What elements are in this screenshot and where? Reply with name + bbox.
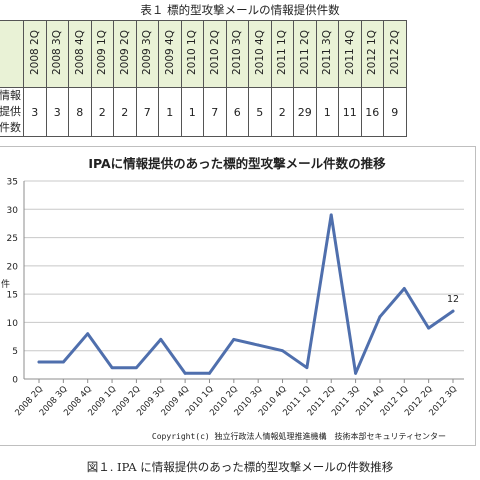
period-label: 2009 4Q <box>163 29 176 75</box>
row-header: 情報 提供 件数 <box>0 87 24 137</box>
period-label: 2012 2Q <box>388 29 401 75</box>
period-header-cell: 2008 3Q <box>45 20 69 88</box>
count-cell: 16 <box>360 87 384 137</box>
data-point <box>305 366 309 370</box>
data-point <box>378 315 382 319</box>
period-header-cell: 2008 2Q <box>23 20 47 88</box>
data-point <box>86 332 90 336</box>
data-point <box>329 213 333 217</box>
period-header-cell: 2012 1Q <box>360 20 384 88</box>
figure-caption: 図１. IPA に情報提供のあった標的型攻撃メールの件数推移 <box>86 460 394 474</box>
period-label: 2009 1Q <box>96 29 109 75</box>
y-axis-label: 件 <box>1 278 10 290</box>
table-corner <box>0 20 24 88</box>
y-tick-label: 0 <box>12 376 18 386</box>
data-point <box>354 371 357 375</box>
period-label: 2009 2Q <box>118 29 131 75</box>
period-header-cell: 2011 1Q <box>270 20 294 88</box>
count-cell: 1 <box>315 87 339 137</box>
period-label: 2011 3Q <box>321 29 334 75</box>
data-point <box>402 287 406 290</box>
copyright-note: Copyright(c) 独立行政法人情報処理推進機構 技術本部セキュリティセン… <box>152 431 446 441</box>
period-label: 2010 3Q <box>231 29 244 75</box>
period-header-cell: 2012 2Q <box>383 20 407 88</box>
count-table: 2008 2Q 2008 3Q 2008 4Q 2009 1Q 2009 2Q 2009 … <box>0 20 407 137</box>
row-header-line: 情報 <box>0 89 21 102</box>
y-tick-label: 30 <box>7 206 19 216</box>
data-label: 12 <box>447 294 459 305</box>
period-header-row: 2008 2Q 2008 3Q 2008 4Q 2009 1Q 2009 2Q 2009 … <box>0 20 407 88</box>
period-label: 2008 4Q <box>73 29 86 75</box>
period-label: 2012 1Q <box>366 29 379 75</box>
data-point <box>256 343 260 347</box>
period-label: 2010 4Q <box>253 29 266 75</box>
count-cell: 2 <box>90 87 114 137</box>
count-cell: 9 <box>383 87 407 137</box>
period-header-cell: 2011 2Q <box>293 20 317 88</box>
count-cell: 2 <box>113 87 137 137</box>
y-tick-label: 20 <box>7 262 19 272</box>
data-point <box>61 360 65 364</box>
count-cell: 29 <box>293 87 317 137</box>
count-cell: 6 <box>225 87 249 137</box>
period-label: 2009 3Q <box>141 29 154 75</box>
period-header-cell: 2008 4Q <box>68 20 92 88</box>
period-label: 2011 1Q <box>276 29 289 75</box>
period-header-cell: 2009 1Q <box>90 20 114 88</box>
period-label: 2011 4Q <box>343 29 356 75</box>
data-point <box>110 366 114 370</box>
count-cell: 3 <box>45 87 69 137</box>
count-cell: 5 <box>248 87 272 137</box>
table-caption: 表１ 標的型攻撃メールの情報提供件数 <box>140 3 340 17</box>
data-point <box>281 349 284 353</box>
chart-frame: IPAに情報提供のあった標的型攻撃メール件数の推移 0 5 10 15 20 25 30 35 件… <box>0 146 476 446</box>
period-header-cell: 2010 3Q <box>225 20 249 88</box>
period-header-cell: 2009 4Q <box>158 20 182 88</box>
period-label: 2011 2Q <box>298 29 311 75</box>
period-label: 2010 2Q <box>208 29 221 75</box>
y-tick-label: 15 <box>7 291 18 301</box>
chart-title: IPAに情報提供のあった標的型攻撃メール件数の推移 <box>88 156 386 171</box>
period-label: 2008 3Q <box>51 29 64 75</box>
count-cell: 7 <box>203 87 227 137</box>
data-point <box>208 371 211 375</box>
data-point <box>159 338 163 341</box>
period-header-cell: 2009 3Q <box>135 20 159 88</box>
count-cell: 1 <box>180 87 204 137</box>
data-point <box>427 326 431 330</box>
period-header-cell: 2009 2Q <box>113 20 137 88</box>
y-tick-label: 5 <box>12 347 18 357</box>
period-header-cell: 2011 4Q <box>338 20 362 88</box>
y-tick-label: 25 <box>7 234 18 244</box>
data-point <box>183 371 187 375</box>
data-point <box>135 366 138 370</box>
data-point <box>232 338 236 341</box>
period-header-cell: 2010 2Q <box>203 20 227 88</box>
line-chart: IPAに情報提供のあった標的型攻撃メール件数の推移 0 5 10 15 20 25 30 35 件… <box>1 156 464 441</box>
period-label: 2010 1Q <box>186 29 199 75</box>
period-header-cell: 2011 3Q <box>315 20 339 88</box>
series-line <box>37 213 455 375</box>
period-header-cell: 2010 1Q <box>180 20 204 88</box>
period-label: 2008 2Q <box>28 29 41 75</box>
row-header-label: 情報 提供 件数 <box>0 88 23 136</box>
row-header-line: 件数 <box>0 121 21 134</box>
period-header-cell: 2010 4Q <box>248 20 272 88</box>
count-cell: 1 <box>158 87 182 137</box>
count-cell: 3 <box>23 87 47 137</box>
count-cell: 11 <box>338 87 362 137</box>
y-tick-label: 10 <box>7 319 19 329</box>
row-header-line: 提供 <box>0 105 21 118</box>
count-cell: 2 <box>270 87 294 137</box>
count-cell: 7 <box>135 87 159 137</box>
y-tick-label: 35 <box>7 178 18 188</box>
data-point <box>37 360 41 364</box>
count-row: 情報 提供 件数 3 3 8 2 2 7 1 1 7 6 5 2 29 1 11 16 9 <box>0 87 407 137</box>
data-point <box>451 309 455 313</box>
count-cell: 8 <box>68 87 92 137</box>
